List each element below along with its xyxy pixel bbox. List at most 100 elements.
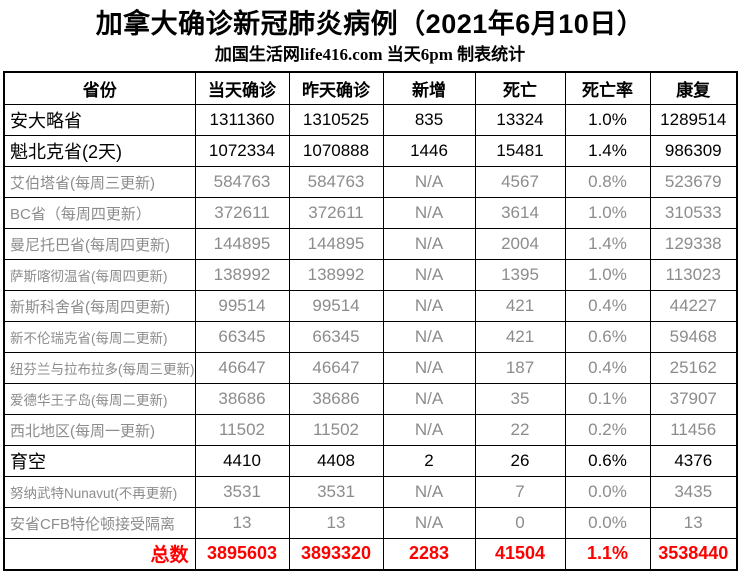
cell-value: 2 (382, 445, 476, 477)
cell-value: 59468 (649, 321, 738, 353)
table-row: 安省CFB特伦顿接受隔离 13 13 N/A 0 0.0% 13 (3, 507, 738, 539)
page: 加拿大确诊新冠肺炎病例（2021年6月10日） 加国生活网life416.com… (0, 6, 740, 571)
cell-value: 4408 (288, 445, 384, 477)
cell-value: 99514 (194, 290, 290, 322)
total-value: 3538440 (649, 538, 738, 570)
cell-value: 129338 (649, 228, 738, 260)
cell-value: 44227 (649, 290, 738, 322)
cell-value: N/A (382, 476, 476, 508)
table-row: 曼尼托巴省(每周四更新) 144895 144895 N/A 2004 1.4% 12933… (3, 228, 738, 260)
total-value: 2283 (382, 538, 476, 570)
province-label: 萨斯喀彻温省(每周四更新) (3, 259, 196, 291)
cell-value: 11502 (288, 414, 384, 446)
cell-value: 11502 (194, 414, 290, 446)
province-label: 魁北克省(2天) (3, 135, 196, 167)
total-value: 3893320 (288, 538, 384, 570)
cell-value: N/A (382, 321, 476, 353)
cell-value: N/A (382, 197, 476, 229)
cell-value: 66345 (194, 321, 290, 353)
cell-value: 523679 (649, 166, 738, 198)
cell-value: 38686 (288, 383, 384, 415)
cell-value: 13 (194, 507, 290, 539)
cell-value: 7 (474, 476, 566, 508)
table-row: BC省（每周四更新） 372611 372611 N/A 3614 1.0% 310533 (3, 197, 738, 229)
cell-value: 0.6% (564, 445, 651, 477)
cell-value: 1.0% (564, 259, 651, 291)
cell-value: 1395 (474, 259, 566, 291)
cell-value: 0.0% (564, 476, 651, 508)
province-label: 艾伯塔省(每周三更新) (3, 166, 196, 198)
province-label: 曼尼托巴省(每周四更新) (3, 228, 196, 260)
cell-value: 144895 (288, 228, 384, 260)
column-header-yesterday: 昨天确诊 (288, 71, 384, 105)
cell-value: 13 (649, 507, 738, 539)
cell-value: 2004 (474, 228, 566, 260)
cell-value: 584763 (288, 166, 384, 198)
column-header-deaths: 死亡 (474, 71, 566, 105)
cell-value: 4567 (474, 166, 566, 198)
cell-value: N/A (382, 166, 476, 198)
table-row: 艾伯塔省(每周三更新) 584763 584763 N/A 4567 0.8% 523679 (3, 166, 738, 198)
cell-value: 986309 (649, 135, 738, 167)
table-row: 爱德华王子岛(每周二更新) 38686 38686 N/A 35 0.1% 37907 (3, 383, 738, 415)
total-label: 总数 (3, 538, 196, 570)
cell-value: 1446 (382, 135, 476, 167)
cell-value: 3614 (474, 197, 566, 229)
covid-stats-table: 省份 当天确诊 昨天确诊 新增 死亡 死亡率 康复 安大略省 1311360 131… (3, 71, 738, 571)
cell-value: 0.0% (564, 507, 651, 539)
cell-value: 3435 (649, 476, 738, 508)
cell-value: 1.0% (564, 104, 651, 136)
cell-value: 13324 (474, 104, 566, 136)
cell-value: N/A (382, 290, 476, 322)
column-header-death-rate: 死亡率 (564, 71, 651, 105)
table-row: 魁北克省(2天) 1072334 1070888 1446 15481 1.4% 98630… (3, 135, 738, 167)
table-row: 纽芬兰与拉布拉多(每周三更新) 46647 46647 N/A 187 0.4% 25162 (3, 352, 738, 384)
cell-value: N/A (382, 414, 476, 446)
table-body: 安大略省 1311360 1310525 835 13324 1.0% 1289514 魁北克… (3, 104, 738, 570)
cell-value: 310533 (649, 197, 738, 229)
total-value: 1.1% (564, 538, 651, 570)
cell-value: 0 (474, 507, 566, 539)
cell-value: 1.4% (564, 228, 651, 260)
table-row: 新斯科舍省(每周四更新) 99514 99514 N/A 421 0.4% 44227 (3, 290, 738, 322)
cell-value: 11456 (649, 414, 738, 446)
cell-value: N/A (382, 228, 476, 260)
province-label: 安大略省 (3, 104, 196, 136)
table-row: 努纳武特Nunavut(不再更新) 3531 3531 N/A 7 0.0% 3435 (3, 476, 738, 508)
cell-value: 25162 (649, 352, 738, 384)
table-header: 省份 当天确诊 昨天确诊 新增 死亡 死亡率 康复 (3, 71, 738, 105)
total-row: 总数 3895603 3893320 2283 41504 1.1% 3538440 (3, 538, 738, 570)
cell-value: 1.4% (564, 135, 651, 167)
province-label: 新不伦瑞克省(每周二更新) (3, 321, 196, 353)
table-row: 萨斯喀彻温省(每周四更新) 138992 138992 N/A 1395 1.0% 1130… (3, 259, 738, 291)
total-value: 41504 (474, 538, 566, 570)
cell-value: 38686 (194, 383, 290, 415)
cell-value: 99514 (288, 290, 384, 322)
table-row: 安大略省 1311360 1310525 835 13324 1.0% 1289514 (3, 104, 738, 136)
province-label: BC省（每周四更新） (3, 197, 196, 229)
cell-value: 113023 (649, 259, 738, 291)
cell-value: N/A (382, 352, 476, 384)
province-label: 努纳武特Nunavut(不再更新) (3, 476, 196, 508)
cell-value: 421 (474, 290, 566, 322)
column-header-today: 当天确诊 (194, 71, 290, 105)
cell-value: 138992 (288, 259, 384, 291)
cell-value: N/A (382, 259, 476, 291)
cell-value: 372611 (194, 197, 290, 229)
cell-value: 3531 (288, 476, 384, 508)
subtitle: 加国生活网life416.com 当天6pm 制表统计 (214, 45, 526, 64)
cell-value: 144895 (194, 228, 290, 260)
province-label: 西北地区(每周一更新) (3, 414, 196, 446)
cell-value: 0.4% (564, 352, 651, 384)
cell-value: 1310525 (288, 104, 384, 136)
cell-value: 66345 (288, 321, 384, 353)
cell-value: 22 (474, 414, 566, 446)
province-label: 新斯科舍省(每周四更新) (3, 290, 196, 322)
cell-value: 1072334 (194, 135, 290, 167)
cell-value: 0.4% (564, 290, 651, 322)
header-row: 省份 当天确诊 昨天确诊 新增 死亡 死亡率 康复 (3, 71, 738, 105)
cell-value: 15481 (474, 135, 566, 167)
page-title: 加拿大确诊新冠肺炎病例（2021年6月10日） (95, 9, 645, 39)
province-label: 育空 (3, 445, 196, 477)
cell-value: 37907 (649, 383, 738, 415)
